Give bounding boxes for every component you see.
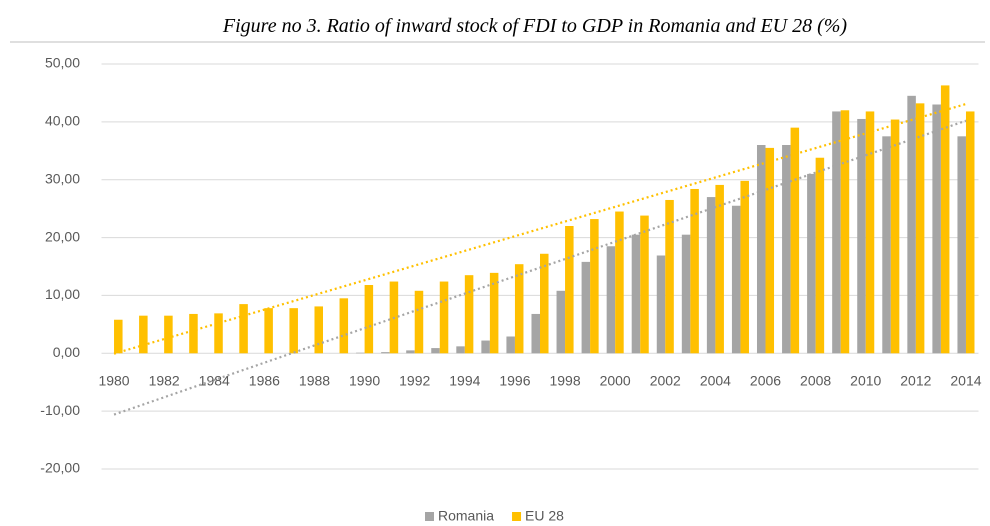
bar [790, 127, 800, 354]
bar [489, 272, 499, 354]
x-tick-label: 1992 [399, 373, 430, 389]
bar [464, 275, 474, 354]
trendline [113, 119, 967, 416]
x-tick-label: 2014 [950, 373, 981, 389]
bar [414, 290, 424, 354]
bar [640, 215, 649, 354]
bar [264, 308, 273, 354]
bar [690, 188, 699, 354]
x-tick-label: 2002 [650, 373, 681, 389]
bar [706, 197, 716, 354]
legend-marker [425, 512, 434, 521]
y-tick-label: -10,00 [40, 402, 80, 418]
bar [590, 219, 599, 354]
x-tick-label: 2008 [800, 373, 831, 389]
bar [481, 340, 490, 354]
bar [782, 145, 791, 354]
x-tick-label: 1982 [149, 373, 180, 389]
bar [289, 308, 298, 354]
bar [932, 104, 941, 354]
bar [439, 281, 449, 354]
y-tick-label: 30,00 [45, 170, 80, 186]
legend-label: Romania [438, 508, 494, 524]
bar [540, 253, 549, 354]
bar [731, 205, 741, 354]
bar [656, 255, 666, 354]
x-tick-label: 2004 [700, 373, 731, 389]
bar [139, 315, 148, 354]
y-tick-label: 50,00 [45, 55, 80, 71]
legend-label: EU 28 [525, 508, 564, 524]
bar [406, 350, 415, 354]
bar [214, 313, 223, 354]
bar [965, 111, 975, 354]
x-tick-label: 1986 [249, 373, 280, 389]
bar [882, 136, 891, 354]
bar [456, 346, 465, 354]
bar [356, 352, 365, 354]
bar [114, 319, 123, 354]
x-tick-label: 1980 [98, 373, 129, 389]
y-tick-label: 10,00 [45, 286, 80, 302]
x-tick-label: 2012 [900, 373, 931, 389]
bar [915, 103, 925, 354]
bar [832, 111, 841, 354]
x-tick-label: 2006 [750, 373, 781, 389]
bar [756, 145, 766, 354]
bar [765, 147, 775, 354]
bar [239, 304, 248, 354]
x-tick-label: 1990 [349, 373, 380, 389]
bar [581, 261, 591, 354]
bar [681, 234, 691, 354]
bar [364, 285, 374, 354]
y-tick-label: 20,00 [45, 228, 80, 244]
bar [865, 111, 875, 354]
bar [381, 352, 390, 354]
bar [740, 180, 749, 354]
bar [715, 184, 724, 354]
bar [940, 85, 950, 354]
bar [606, 246, 616, 354]
bar [314, 306, 324, 354]
y-tick-label: -20,00 [40, 460, 80, 476]
x-tick-label: 1988 [299, 373, 330, 389]
legend-marker [512, 512, 522, 521]
x-tick-label: 1994 [449, 373, 480, 389]
y-tick-label: 0,00 [53, 344, 80, 360]
bar [164, 315, 173, 354]
bar [631, 234, 641, 354]
bar [957, 136, 966, 354]
bar [815, 157, 825, 354]
bar [565, 226, 574, 354]
x-tick-label: 2010 [850, 373, 881, 389]
bar [531, 313, 540, 354]
bar [807, 173, 816, 354]
x-tick-label: 1998 [549, 373, 580, 389]
bar [506, 336, 515, 354]
bar [840, 110, 850, 354]
bar [907, 95, 916, 354]
bar [890, 119, 900, 354]
bar [431, 348, 440, 354]
bar [665, 199, 674, 354]
x-tick-label: 1996 [499, 373, 530, 389]
bar [615, 211, 624, 354]
bar [857, 118, 866, 354]
bar [514, 264, 524, 354]
bar [339, 298, 349, 354]
chart-title: Figure no 3. Ratio of inward stock of FD… [222, 15, 848, 37]
bar [556, 290, 566, 354]
y-tick-label: 40,00 [45, 113, 80, 129]
x-tick-label: 2000 [600, 373, 631, 389]
bar [189, 313, 198, 354]
